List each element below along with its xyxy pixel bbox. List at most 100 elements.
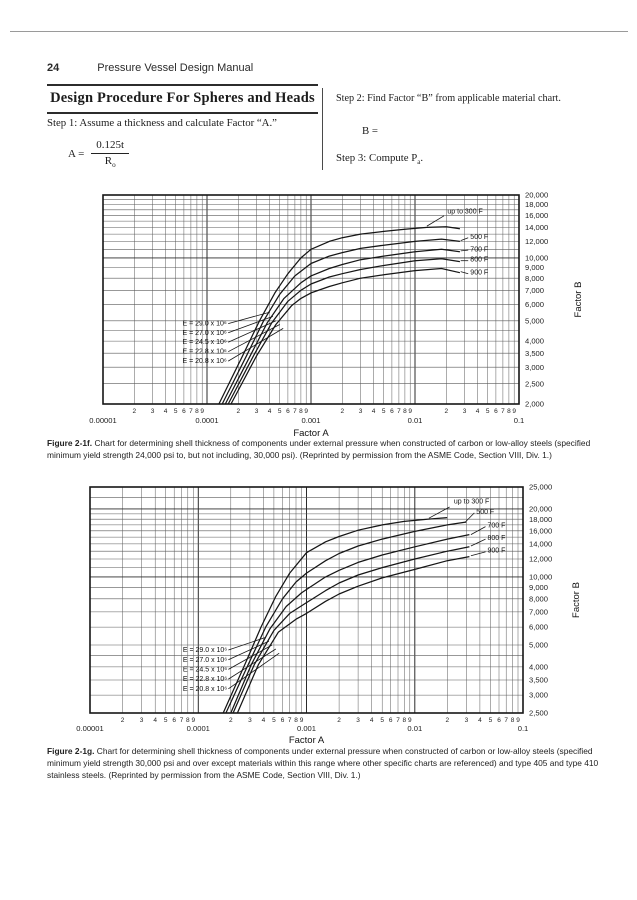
figure-2-1f-caption-label: Figure 2-1f. <box>47 438 93 448</box>
y-tick-label: 8,000 <box>525 274 544 283</box>
y-tick-label: 18,000 <box>525 200 548 209</box>
y-tick-label: 12,000 <box>525 237 548 246</box>
x-minor-tick-label: 6 <box>182 408 186 415</box>
x-minor-tick-label: 3 <box>465 717 469 724</box>
annotation-leader-line <box>228 640 270 661</box>
y-tick-label: 3,000 <box>529 691 548 700</box>
curve-500-f <box>225 521 467 714</box>
step3-text: Step 3: Compute Pa. <box>336 151 536 167</box>
y-tick-label: 14,000 <box>525 223 548 232</box>
x-minor-tick-label: 7 <box>396 717 400 724</box>
section-heading-box: Design Procedure For Spheres and Heads <box>47 84 318 114</box>
annotation-leader-line <box>470 551 486 557</box>
x-minor-tick-label: 6 <box>281 717 285 724</box>
axis-labels: 2 3 4 5 6 7 8 9 2 3 4 5 6 7 8 9 2 3 4 5 6 7 8 9 2 3 4 5 6 7 8 90.00001 0… <box>76 483 582 744</box>
step1-text: Step 1: Assume a thickness and calculate… <box>47 117 277 129</box>
curves <box>218 226 461 405</box>
x-tick-label: 0.0001 <box>187 724 210 733</box>
x-minor-tick-label: 5 <box>489 717 493 724</box>
modulus-label: E = 29.0 x 10⁶ <box>182 321 226 328</box>
x-minor-tick-label: 9 <box>512 408 516 415</box>
y-tick-label: 20,000 <box>529 505 552 514</box>
x-minor-tick-label: 6 <box>390 408 394 415</box>
annotation-leader-line <box>228 652 280 690</box>
x-minor-tick-label: 5 <box>164 717 168 724</box>
y-tick-label: 6,000 <box>525 300 544 309</box>
formula-denominator: Ro <box>91 154 129 169</box>
x-minor-tick-label: 4 <box>478 717 482 724</box>
temperature-label: 500 F <box>470 234 488 241</box>
page-number: 24 <box>47 62 60 74</box>
y-tick-label: 10,000 <box>525 254 548 263</box>
modulus-label: E = 24.5 x 10⁶ <box>183 666 227 673</box>
x-tick-label: 0.01 <box>407 724 422 733</box>
y-tick-label: 6,000 <box>529 623 548 632</box>
y-tick-label: 4,000 <box>525 337 544 346</box>
annotation-leader-line <box>460 237 469 241</box>
temperature-label: up to 300 F <box>454 498 489 505</box>
x-minor-tick-label: 4 <box>153 717 157 724</box>
curve-700-f <box>230 533 470 714</box>
annotation-leader-line <box>228 311 270 324</box>
y-axis-title: Factor B <box>571 582 582 618</box>
modulus-label: E = 20.8 x 10⁶ <box>182 358 226 365</box>
x-minor-tick-label: 7 <box>189 408 193 415</box>
curve-500-f <box>221 238 460 405</box>
y-tick-label: 18,000 <box>529 515 552 524</box>
x-minor-tick-label: 4 <box>268 408 272 415</box>
formula-denominator-base: R <box>104 154 113 167</box>
x-minor-tick-label: 4 <box>476 408 480 415</box>
x-minor-tick-label: 9 <box>300 717 304 724</box>
y-axis-title: Factor B <box>573 282 584 318</box>
x-minor-tick-label: 3 <box>151 408 155 415</box>
x-tick-label: 0.0001 <box>195 416 218 425</box>
annotation-leader-line <box>228 637 266 651</box>
x-minor-tick-label: 8 <box>402 717 406 724</box>
x-minor-tick-label: 2 <box>236 408 240 415</box>
x-axis-title: Factor A <box>289 735 325 744</box>
x-minor-tick-label: 5 <box>382 408 386 415</box>
x-minor-tick-label: 8 <box>294 717 298 724</box>
x-tick-label: 0.001 <box>301 416 320 425</box>
x-minor-tick-label: 6 <box>286 408 290 415</box>
y-tick-label: 16,000 <box>525 211 548 220</box>
x-minor-tick-label: 8 <box>186 717 190 724</box>
x-minor-tick-label: 2 <box>444 408 448 415</box>
annotation-leader-line <box>228 644 273 670</box>
curve-900-f <box>230 267 461 405</box>
x-minor-tick-label: 7 <box>397 408 401 415</box>
step3-pre: Step 3: Compute P <box>336 152 418 164</box>
formula-lhs: A = <box>68 148 85 161</box>
modulus-label: E = 22.8 x 10⁶ <box>182 349 226 356</box>
step3-post: . <box>420 152 424 164</box>
x-minor-tick-label: 5 <box>380 717 384 724</box>
temperature-label: 800 F <box>470 257 488 264</box>
grid <box>102 194 519 405</box>
x-minor-tick-label: 2 <box>132 408 136 415</box>
annotation-leader-line <box>464 512 475 523</box>
x-minor-tick-label: 9 <box>200 408 204 415</box>
x-minor-tick-label: 6 <box>389 717 393 724</box>
annotation-leader-line <box>470 538 486 547</box>
axis-labels: 2 3 4 5 6 7 8 9 2 3 4 5 6 7 8 9 2 3 4 5 6 7 8 9 2 3 4 5 6 7 8 90.00001 0… <box>89 191 584 439</box>
curve-900-f <box>236 555 470 714</box>
x-minor-tick-label: 4 <box>372 408 376 415</box>
section-title: Design Procedure For Spheres and Heads <box>50 90 315 106</box>
x-minor-tick-label: 6 <box>497 717 501 724</box>
x-minor-tick-label: 4 <box>164 408 168 415</box>
x-minor-tick-label: 3 <box>463 408 467 415</box>
x-minor-tick-label: 6 <box>494 408 498 415</box>
factor-a-formula: A = 0.125t Ro <box>68 139 130 169</box>
x-minor-tick-label: 9 <box>408 717 412 724</box>
grid <box>89 486 523 714</box>
figure-2-1g-caption: Figure 2-1g. Chart for determining shell… <box>47 745 607 782</box>
y-tick-label: 2,000 <box>525 400 544 409</box>
temperature-label: 500 F <box>476 509 494 516</box>
x-minor-tick-label: 5 <box>278 408 282 415</box>
x-minor-tick-label: 7 <box>288 717 292 724</box>
x-tick-label: 0.1 <box>518 724 529 733</box>
figure-2-1f-caption: Figure 2-1f. Chart for determining shell… <box>47 437 607 461</box>
x-tick-label: 0.01 <box>408 416 423 425</box>
curve-800-f <box>232 546 470 714</box>
